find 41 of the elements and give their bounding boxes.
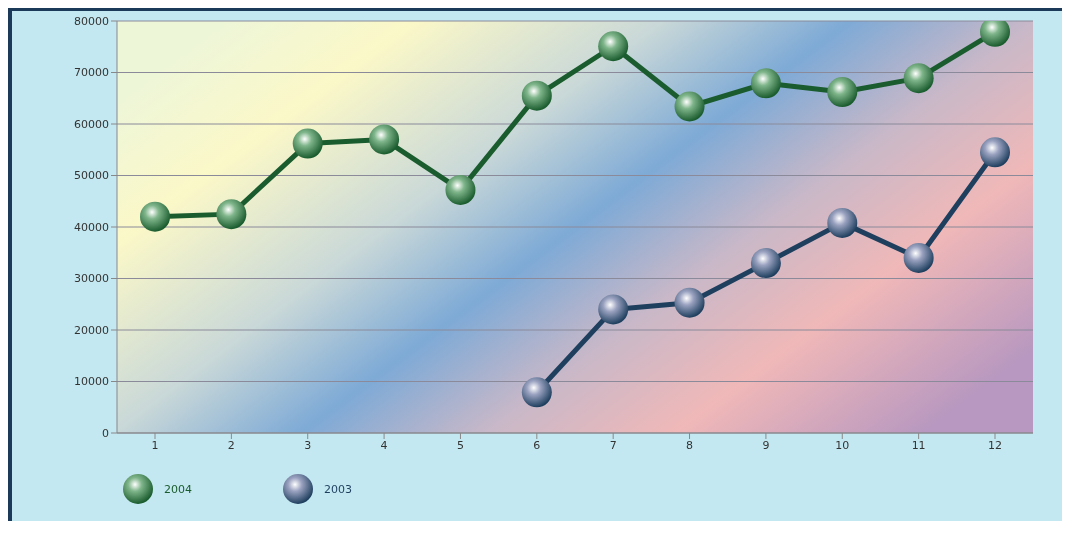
point [292, 128, 323, 159]
point [140, 201, 170, 232]
point [903, 242, 934, 273]
point [674, 287, 705, 318]
point [980, 137, 1010, 168]
point [216, 199, 247, 230]
y-tick-label: 70000 [74, 66, 109, 80]
x-tick-label: 11 [911, 438, 926, 452]
y-tick-label: 10000 [74, 375, 109, 389]
text: 2003 [324, 482, 352, 496]
point [445, 174, 476, 205]
point [750, 68, 781, 99]
x-tick-label: 3 [304, 438, 312, 452]
x-tick-label: 4 [380, 438, 388, 452]
x-tick-label: 8 [686, 438, 694, 452]
x-tick-label: 6 [533, 438, 541, 452]
y-tick-label: 40000 [74, 220, 109, 234]
point [598, 31, 629, 62]
x-tick-label: 10 [835, 438, 850, 452]
point [827, 77, 858, 108]
y-tick-label: 50000 [74, 169, 109, 183]
x-tick-label: 5 [456, 438, 464, 452]
y-tick-label: 30000 [74, 272, 109, 286]
y-tick-label: 80000 [74, 14, 109, 28]
point [521, 80, 552, 111]
point [521, 377, 552, 408]
y-tick-label: 20000 [74, 323, 109, 337]
y-tick-label: 60000 [74, 117, 109, 131]
x-tick-label: 12 [988, 438, 1002, 452]
point [369, 124, 400, 155]
x-tick-label: 2 [227, 438, 235, 452]
x-tick-label: 7 [609, 438, 617, 452]
text: 2004 [164, 482, 192, 496]
point [750, 248, 781, 279]
x-tick-label: 1 [151, 438, 159, 452]
y-tick-label: 0 [102, 426, 109, 440]
point [598, 294, 629, 325]
point [674, 91, 705, 122]
x-tick-label: 9 [762, 438, 770, 452]
point [903, 63, 934, 94]
point [827, 207, 858, 238]
